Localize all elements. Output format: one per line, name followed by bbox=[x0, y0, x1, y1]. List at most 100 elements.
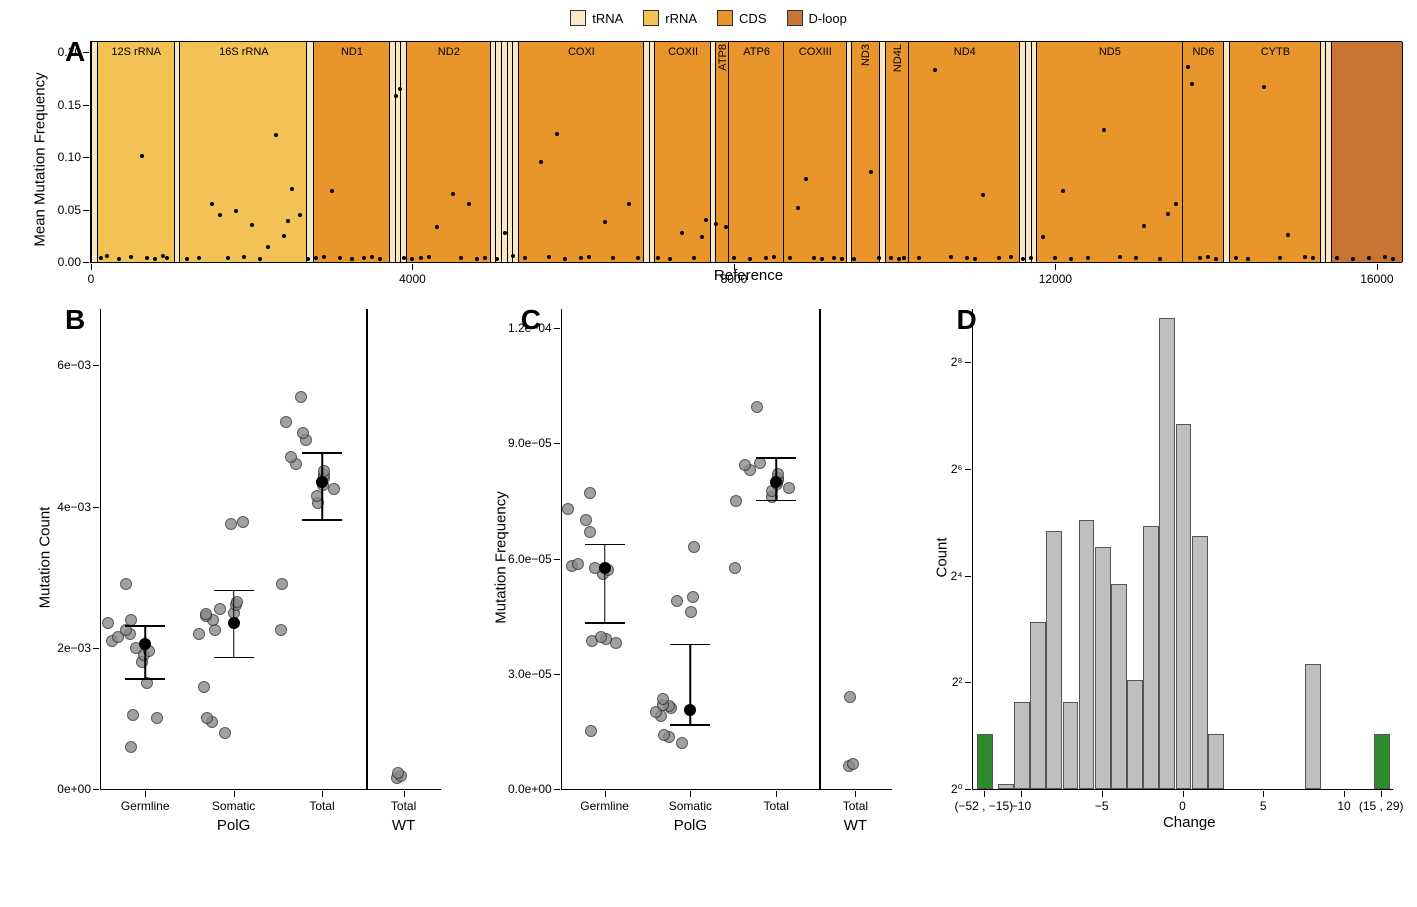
scatter-point bbox=[306, 257, 310, 261]
scatter-point bbox=[1029, 256, 1033, 260]
tick-label: 0 bbox=[1179, 789, 1186, 813]
region-label: COXIII bbox=[799, 46, 832, 58]
region-band: COXII bbox=[654, 42, 711, 262]
region-label: 12S rRNA bbox=[111, 46, 161, 58]
legend-label: D-loop bbox=[809, 11, 847, 26]
tick-label: 0.10 bbox=[58, 150, 91, 164]
tick-label: 2e−03 bbox=[57, 641, 101, 655]
scatter-point bbox=[1311, 256, 1315, 260]
scatter-point bbox=[218, 213, 222, 217]
data-point bbox=[276, 578, 288, 590]
tick-label: 8000 bbox=[721, 262, 748, 286]
tick-label: 0.0e+00 bbox=[508, 782, 562, 796]
data-point bbox=[783, 482, 795, 494]
region-label: ATP8 bbox=[717, 44, 729, 71]
scatter-point bbox=[503, 231, 507, 235]
scatter-point bbox=[1086, 256, 1090, 260]
scatter-point bbox=[820, 257, 824, 261]
facet-label: WT bbox=[392, 789, 415, 834]
tick-label: 0.20 bbox=[58, 45, 91, 59]
scatter-point bbox=[258, 257, 262, 261]
scatter-point bbox=[266, 245, 270, 249]
scatter-point bbox=[1262, 85, 1266, 89]
data-point bbox=[658, 729, 670, 741]
panel-b-plot: 0e+002e−034e−036e−03GermlineSomaticTotal… bbox=[100, 309, 441, 790]
hist-bar bbox=[1127, 680, 1143, 789]
hist-bar bbox=[1176, 424, 1192, 789]
data-point bbox=[127, 709, 139, 721]
data-point bbox=[729, 562, 741, 574]
scatter-point bbox=[692, 256, 696, 260]
scatter-point bbox=[394, 94, 398, 98]
scatter-point bbox=[1134, 256, 1138, 260]
scatter-point bbox=[852, 257, 856, 261]
hist-bar bbox=[977, 734, 993, 789]
scatter-point bbox=[1142, 224, 1146, 228]
mean-point bbox=[228, 617, 240, 629]
scatter-point bbox=[732, 256, 736, 260]
data-point bbox=[225, 518, 237, 530]
panel-c: C Mutation Frequency 0.0e+003.0e−056.0e−… bbox=[526, 309, 942, 831]
region-band: COXI bbox=[518, 42, 645, 262]
hist-bar bbox=[1374, 734, 1390, 789]
data-point bbox=[657, 693, 669, 705]
scatter-point bbox=[933, 68, 937, 72]
scatter-point bbox=[330, 189, 334, 193]
mean-point bbox=[316, 476, 328, 488]
legend: tRNArRNACDSD-loop bbox=[10, 10, 1407, 26]
tick-label: 1.2e−04 bbox=[508, 321, 562, 335]
data-point bbox=[295, 391, 307, 403]
data-point bbox=[585, 725, 597, 737]
scatter-point bbox=[949, 255, 953, 259]
scatter-point bbox=[840, 257, 844, 261]
scatter-point bbox=[680, 231, 684, 235]
hist-bar bbox=[1063, 702, 1079, 789]
region-label: ND2 bbox=[438, 46, 460, 58]
scatter-point bbox=[410, 257, 414, 261]
scatter-point bbox=[1174, 202, 1178, 206]
panel-b-label: B bbox=[65, 304, 85, 336]
tick-label: 0.00 bbox=[58, 255, 91, 269]
scatter-point bbox=[973, 257, 977, 261]
scatter-point bbox=[796, 206, 800, 210]
scatter-point bbox=[788, 256, 792, 260]
scatter-point bbox=[511, 254, 515, 258]
data-point bbox=[676, 737, 688, 749]
scatter-point bbox=[1166, 212, 1170, 216]
scatter-point bbox=[338, 256, 342, 260]
scatter-point bbox=[250, 223, 254, 227]
hist-bar bbox=[1143, 526, 1159, 789]
mean-point bbox=[139, 638, 151, 650]
scatter-point bbox=[1186, 65, 1190, 69]
tick-label: −5 bbox=[1095, 789, 1109, 813]
scatter-point bbox=[587, 255, 591, 259]
data-point bbox=[125, 741, 137, 753]
scatter-point bbox=[314, 256, 318, 260]
scatter-point bbox=[140, 154, 144, 158]
scatter-point bbox=[370, 255, 374, 259]
scatter-point bbox=[242, 255, 246, 259]
scatter-point bbox=[1214, 257, 1218, 261]
tick-label: (15 , 29) bbox=[1359, 789, 1404, 813]
mean-point bbox=[770, 476, 782, 488]
panel-c-ylab: Mutation Frequency bbox=[492, 473, 509, 643]
scatter-point bbox=[298, 213, 302, 217]
tick-label: 16000 bbox=[1360, 262, 1393, 286]
data-point bbox=[219, 727, 231, 739]
data-point bbox=[151, 712, 163, 724]
legend-label: rRNA bbox=[665, 11, 697, 26]
scatter-point bbox=[419, 256, 423, 260]
hist-bar bbox=[1192, 536, 1208, 789]
region-label: ND4L bbox=[892, 44, 904, 72]
data-point bbox=[572, 558, 584, 570]
region-band: ND1 bbox=[313, 42, 391, 262]
hist-bar bbox=[1305, 664, 1321, 789]
region-label: COXII bbox=[668, 46, 698, 58]
scatter-point bbox=[704, 218, 708, 222]
scatter-point bbox=[435, 225, 439, 229]
scatter-point bbox=[889, 256, 893, 260]
hist-bar bbox=[1208, 734, 1224, 789]
region-band: CYTB bbox=[1229, 42, 1322, 262]
data-point bbox=[751, 401, 763, 413]
data-point bbox=[275, 624, 287, 636]
